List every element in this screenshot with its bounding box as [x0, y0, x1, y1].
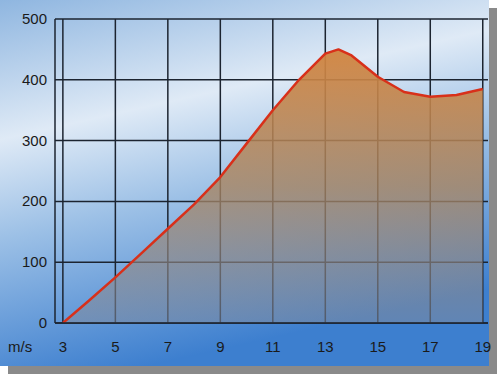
x-tick-label: 17 — [422, 338, 439, 355]
x-tick-label: 5 — [111, 338, 119, 355]
y-tick-label: 500 — [22, 10, 47, 27]
line — [63, 49, 483, 323]
x-tick-label: 9 — [216, 338, 224, 355]
x-tick-label: 11 — [265, 338, 281, 355]
y-tick-label: 300 — [22, 132, 47, 149]
y-tick-label: 0 — [39, 314, 47, 331]
grid-line — [62, 19, 64, 323]
y-axis — [54, 19, 56, 323]
x-axis-label: m/s — [8, 338, 32, 355]
grid-line — [55, 322, 488, 324]
x-tick-label: 15 — [369, 338, 386, 355]
plot-area — [63, 49, 483, 323]
x-tick-label: 19 — [474, 338, 491, 355]
x-axis — [55, 322, 488, 324]
y-tick-label: 100 — [22, 253, 47, 270]
area — [63, 49, 483, 323]
y-tick-label: 400 — [22, 71, 47, 88]
x-tick-label: 7 — [164, 338, 172, 355]
grid-line — [55, 18, 488, 20]
panel — [0, 0, 489, 366]
x-tick-label: 13 — [317, 338, 334, 355]
grid-line — [55, 79, 488, 81]
x-tick-label: 3 — [59, 338, 67, 355]
y-tick-label: 200 — [22, 192, 47, 209]
